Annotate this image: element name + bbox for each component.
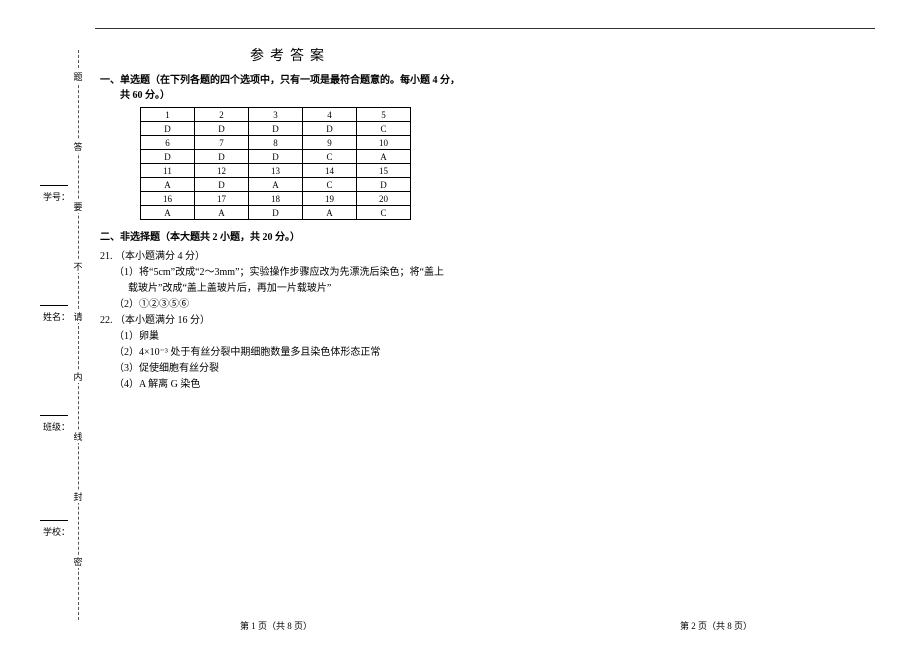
field-line <box>40 305 68 306</box>
q21-l1b: 载玻片”改成“盖上盖玻片后，再加一片载玻片” <box>100 281 480 297</box>
cell: 8 <box>249 136 303 150</box>
cell: C <box>303 150 357 164</box>
q21-head: 21. （本小题满分 4 分） <box>100 249 480 265</box>
cell: A <box>141 206 195 220</box>
section1-heading-line1: 一、单选题（在下列各题的四个选项中，只有一项是最符合题意的。每小题 4 分， <box>100 75 460 86</box>
cell: A <box>303 206 357 220</box>
table-row: ADACD <box>141 178 411 192</box>
field-line <box>40 415 68 416</box>
table-row: DDDCA <box>141 150 411 164</box>
table-row: 678910 <box>141 136 411 150</box>
cell: 10 <box>357 136 411 150</box>
cell: 17 <box>195 192 249 206</box>
q22-l2: （2）4×10⁻³ 处于有丝分裂中期细胞数量多且染色体形态正常 <box>100 345 480 361</box>
cell: 13 <box>249 164 303 178</box>
seal-mark: 不 <box>73 260 83 273</box>
cell: 9 <box>303 136 357 150</box>
field-name: 姓名： <box>40 310 70 323</box>
cell: 3 <box>249 108 303 122</box>
table-row: AADAC <box>141 206 411 220</box>
cell: A <box>357 150 411 164</box>
cell: 14 <box>303 164 357 178</box>
top-rule <box>95 28 875 29</box>
field-student-id: 学号： <box>40 190 70 203</box>
cell: C <box>303 178 357 192</box>
field-school: 学校： <box>40 525 70 538</box>
seal-mark: 答 <box>73 140 83 153</box>
cell: 20 <box>357 192 411 206</box>
cell: 5 <box>357 108 411 122</box>
section1-heading-line2: 共 60 分。） <box>100 90 170 101</box>
cell: D <box>249 122 303 136</box>
seal-mark: 线 <box>73 430 83 443</box>
cell: 6 <box>141 136 195 150</box>
cell: 11 <box>141 164 195 178</box>
binding-column: 学号： 姓名： 班级： 学校： 题 答 要 不 请 内 线 封 密 <box>40 50 95 620</box>
footer-left: 第 1 页（共 8 页） <box>240 619 312 632</box>
q21-l1: （1）将“5cm”改成“2～3mm”；实验操作步骤应改为先漂洗后染色；将“盖上 <box>100 265 480 281</box>
cell: 4 <box>303 108 357 122</box>
cell: 19 <box>303 192 357 206</box>
cell: C <box>357 206 411 220</box>
q22-head: 22. （本小题满分 16 分） <box>100 313 480 329</box>
q22-l4: （4）A 解离 G 染色 <box>100 377 480 393</box>
cell: C <box>357 122 411 136</box>
q21: 21. （本小题满分 4 分） （1）将“5cm”改成“2～3mm”；实验操作步… <box>100 249 480 313</box>
seal-mark: 题 <box>73 70 83 83</box>
table-row: 1617181920 <box>141 192 411 206</box>
cell: D <box>141 150 195 164</box>
cell: D <box>249 206 303 220</box>
cell: 7 <box>195 136 249 150</box>
answer-table: 12345 DDDDC 678910 DDDCA 1112131415 ADAC… <box>140 107 411 220</box>
table-row: DDDDC <box>141 122 411 136</box>
cell: D <box>357 178 411 192</box>
seal-mark: 要 <box>73 200 83 213</box>
page-content: 参考答案 一、单选题（在下列各题的四个选项中，只有一项是最符合题意的。每小题 4… <box>100 45 480 393</box>
seal-mark: 密 <box>73 555 83 568</box>
table-row: 12345 <box>141 108 411 122</box>
page-title: 参考答案 <box>100 45 480 65</box>
cell: D <box>303 122 357 136</box>
cell: A <box>141 178 195 192</box>
section2-heading: 二、非选择题（本大题共 2 小题，共 20 分。） <box>100 230 480 245</box>
cell: 1 <box>141 108 195 122</box>
q22-l3: （3）促使细胞有丝分裂 <box>100 361 480 377</box>
cell: 16 <box>141 192 195 206</box>
cell: D <box>195 178 249 192</box>
seal-mark: 封 <box>73 490 83 503</box>
field-class: 班级： <box>40 420 70 433</box>
cell: A <box>249 178 303 192</box>
field-line <box>40 185 68 186</box>
cell: D <box>249 150 303 164</box>
cell: A <box>195 206 249 220</box>
cell: D <box>141 122 195 136</box>
cell: D <box>195 122 249 136</box>
seal-mark: 请 <box>73 310 83 323</box>
cell: 12 <box>195 164 249 178</box>
binding-dashed-line <box>78 50 79 620</box>
section1-heading: 一、单选题（在下列各题的四个选项中，只有一项是最符合题意的。每小题 4 分， 共… <box>100 73 480 103</box>
field-line <box>40 520 68 521</box>
cell: 18 <box>249 192 303 206</box>
q22: 22. （本小题满分 16 分） （1）卵巢 （2）4×10⁻³ 处于有丝分裂中… <box>100 313 480 393</box>
footer-right: 第 2 页（共 8 页） <box>680 619 752 632</box>
q22-l1: （1）卵巢 <box>100 329 480 345</box>
cell: D <box>195 150 249 164</box>
cell: 2 <box>195 108 249 122</box>
cell: 15 <box>357 164 411 178</box>
q21-l2: （2）①②③⑤⑥ <box>100 297 480 313</box>
seal-mark: 内 <box>73 370 83 383</box>
table-row: 1112131415 <box>141 164 411 178</box>
